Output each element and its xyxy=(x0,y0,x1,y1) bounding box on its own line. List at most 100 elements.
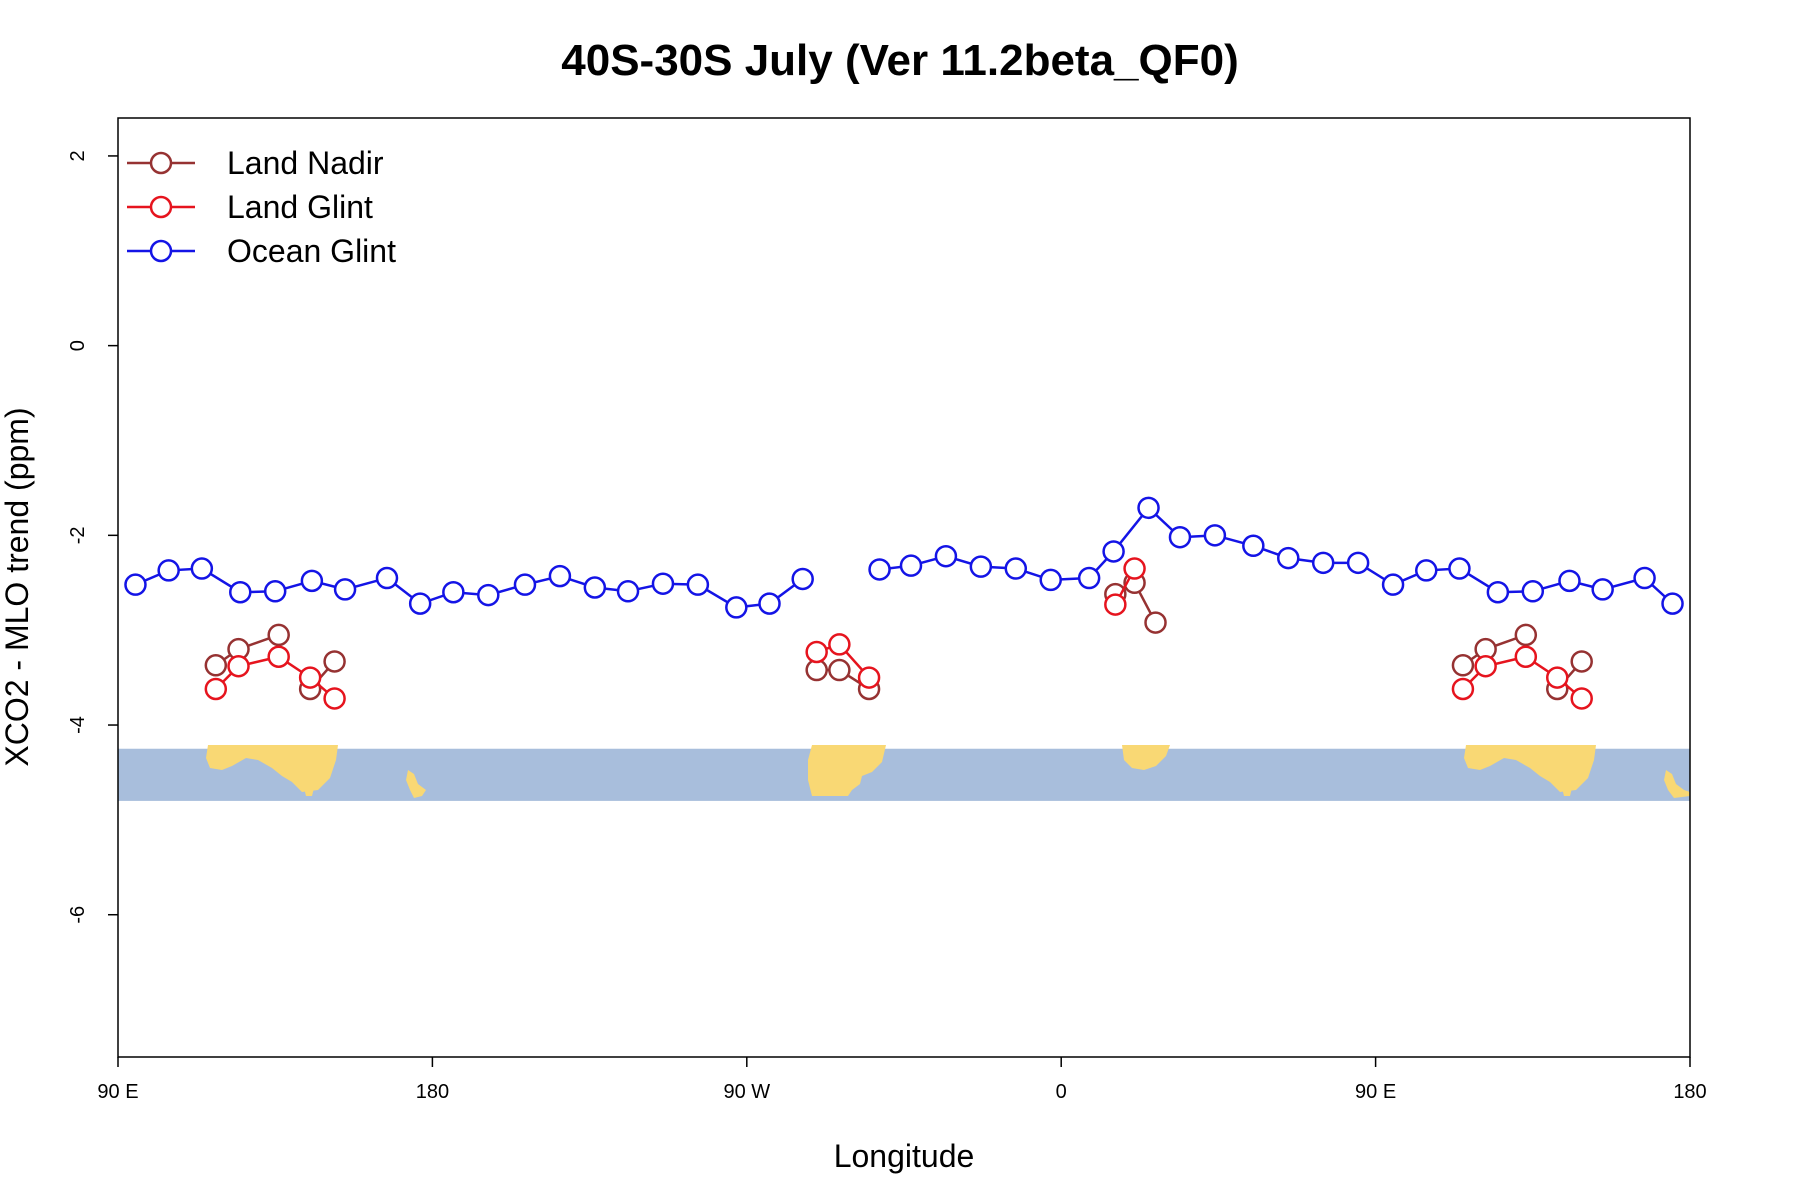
data-point xyxy=(323,687,346,710)
data-point xyxy=(651,572,675,595)
data-point xyxy=(805,640,828,664)
data-point xyxy=(1474,654,1497,678)
data-point xyxy=(548,564,572,588)
data-point xyxy=(513,573,537,596)
legend-label: Ocean Glint xyxy=(227,233,396,269)
data-point xyxy=(1451,677,1475,701)
y-axis-title: XCO2 - MLO trend (ppm) xyxy=(0,407,35,766)
x-tick-label: 90 E xyxy=(97,1081,138,1103)
data-point xyxy=(267,645,290,668)
data-point xyxy=(1486,580,1510,604)
data-point xyxy=(267,623,290,647)
data-point xyxy=(263,580,287,603)
data-point xyxy=(300,569,324,593)
chart-title: 40S-30S July (Ver 11.2beta_QF0) xyxy=(561,36,1239,85)
data-point xyxy=(828,658,851,682)
data-point xyxy=(204,654,228,677)
map-land-tasmania xyxy=(304,788,314,796)
data-point xyxy=(1144,611,1167,634)
map-band-ocean xyxy=(118,748,1690,801)
data-point xyxy=(323,650,346,673)
series-ocean-glint xyxy=(124,496,1684,619)
map-land-australia-repeat xyxy=(1464,745,1596,792)
y-tick-label: -2 xyxy=(67,526,89,544)
data-point xyxy=(1168,525,1192,549)
data-point xyxy=(868,558,891,581)
data-point xyxy=(1546,666,1569,689)
map-band xyxy=(118,745,1690,801)
data-point xyxy=(969,555,993,578)
data-point xyxy=(1514,645,1538,668)
legend-label: Land Nadir xyxy=(227,145,384,181)
legend-marker xyxy=(149,195,173,219)
axes: 90 E 180 90 W 0 90 E 180 2 0 -2 -4 -6 xyxy=(67,150,1707,1103)
data-point xyxy=(758,592,781,615)
data-point xyxy=(1277,546,1300,570)
data-point xyxy=(1448,557,1471,580)
legend-marker xyxy=(149,151,173,175)
data-point xyxy=(157,559,180,582)
data-point xyxy=(375,566,399,590)
legend: Land Nadir Land Glint Ocean Glint xyxy=(127,145,396,269)
map-land-new-zealand xyxy=(406,770,426,798)
data-point xyxy=(1203,524,1227,547)
data-point xyxy=(1415,559,1438,582)
data-point xyxy=(1521,580,1545,603)
data-point xyxy=(1570,687,1593,710)
x-tick-label: 90 W xyxy=(723,1081,770,1103)
map-land-new-zealand-repeat xyxy=(1664,770,1690,798)
data-point xyxy=(1570,650,1593,673)
map-land-tasmania-repeat xyxy=(1562,788,1572,796)
data-point xyxy=(1137,496,1160,520)
plot-area xyxy=(118,118,1690,1057)
data-point xyxy=(229,580,252,604)
data-point xyxy=(857,666,881,689)
data-point xyxy=(442,580,465,604)
y-tick-label: 0 xyxy=(67,340,89,351)
data-point xyxy=(1242,534,1265,558)
data-point xyxy=(1381,573,1405,596)
legend-marker xyxy=(149,239,173,263)
data-point xyxy=(204,677,228,701)
data-point xyxy=(899,554,923,577)
data-point xyxy=(1661,592,1684,615)
data-point xyxy=(227,654,250,678)
data-point xyxy=(1633,566,1656,590)
series-land-glint xyxy=(204,557,1593,710)
data-point xyxy=(828,633,851,656)
data-point xyxy=(1102,540,1125,563)
data-point xyxy=(1346,551,1370,575)
data-point xyxy=(1004,557,1028,580)
y-tick-label: -6 xyxy=(67,906,89,924)
x-tick-label: 90 E xyxy=(1355,1081,1396,1103)
series-layer xyxy=(124,496,1684,710)
x-tick-label: 180 xyxy=(416,1081,449,1103)
data-point xyxy=(190,557,214,580)
plot-frame xyxy=(117,117,1691,1058)
data-point xyxy=(791,567,814,591)
data-point xyxy=(1311,551,1335,575)
data-point xyxy=(477,583,500,607)
data-point xyxy=(1558,569,1581,593)
x-tick-label: 180 xyxy=(1673,1081,1706,1103)
data-point xyxy=(616,580,640,603)
y-tick-label: -4 xyxy=(67,716,89,734)
data-point xyxy=(333,578,357,601)
data-point xyxy=(583,576,607,599)
y-tick-label: 2 xyxy=(67,150,89,161)
data-point xyxy=(124,573,147,596)
data-point xyxy=(686,573,710,596)
data-point xyxy=(1514,623,1538,647)
data-point xyxy=(1077,566,1101,590)
data-point xyxy=(408,592,432,615)
data-point xyxy=(1039,568,1062,592)
x-tick-label: 0 xyxy=(1056,1081,1067,1103)
map-land-africa xyxy=(1122,745,1170,770)
data-point xyxy=(934,544,958,568)
data-point xyxy=(725,596,748,619)
map-land-south-america xyxy=(808,745,886,796)
data-point xyxy=(1591,578,1614,601)
data-point xyxy=(1123,557,1146,580)
x-axis-title: Longitude xyxy=(834,1138,975,1174)
